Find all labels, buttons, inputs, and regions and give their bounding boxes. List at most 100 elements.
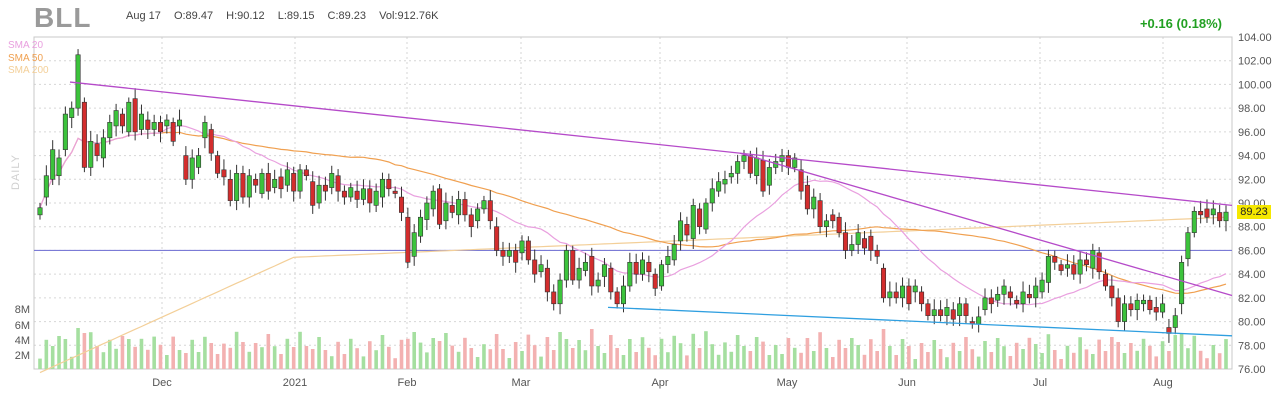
candle-down bbox=[310, 181, 316, 206]
plot-frame bbox=[33, 36, 1233, 370]
volume-bar bbox=[945, 357, 949, 369]
candle-up bbox=[766, 167, 772, 186]
candle-up bbox=[126, 101, 132, 133]
volume-bar bbox=[748, 351, 753, 369]
sma20-line bbox=[39, 124, 1227, 306]
candle-up bbox=[348, 187, 354, 198]
candle-up bbox=[1210, 208, 1216, 216]
candle-down bbox=[614, 291, 620, 305]
candle-up bbox=[475, 208, 481, 222]
candle-up bbox=[722, 178, 728, 185]
candle-down bbox=[265, 173, 271, 192]
candle-up bbox=[1141, 299, 1147, 305]
volume-bar bbox=[266, 334, 271, 369]
candle-up bbox=[690, 205, 696, 239]
candle-down bbox=[437, 188, 443, 225]
candle-up bbox=[716, 181, 722, 192]
volume-bar bbox=[1084, 349, 1089, 369]
volume-bar bbox=[513, 342, 518, 369]
volume-bar bbox=[926, 352, 930, 369]
price-change: +0.16 (0.18%) bbox=[1139, 16, 1222, 31]
volume-bar bbox=[659, 338, 664, 369]
y-tick-label: 98.00 bbox=[1238, 103, 1266, 115]
volume-bar bbox=[437, 341, 442, 369]
volume-bar bbox=[234, 331, 239, 369]
volume-bar bbox=[583, 350, 588, 369]
volume-bar bbox=[1211, 345, 1216, 369]
volume-bar bbox=[976, 356, 981, 369]
volume-bar bbox=[761, 341, 765, 369]
volume-bar bbox=[361, 356, 366, 369]
candle-down bbox=[919, 291, 925, 305]
volume-bar bbox=[475, 357, 480, 369]
candle-up bbox=[601, 264, 607, 277]
y-tick-label: 88.00 bbox=[1238, 222, 1266, 234]
volume-bar bbox=[672, 335, 677, 369]
volume-bar bbox=[355, 348, 359, 369]
candle-down bbox=[1147, 299, 1153, 311]
volume-tick-label: 4M bbox=[15, 335, 30, 347]
candle-down bbox=[468, 214, 474, 228]
volume-bar bbox=[881, 329, 886, 369]
candle-down bbox=[367, 188, 373, 204]
volume-bar bbox=[742, 346, 746, 369]
candle-up bbox=[196, 155, 202, 168]
volume-bar bbox=[38, 358, 42, 369]
candle-up bbox=[297, 169, 303, 192]
volume-bar bbox=[184, 353, 188, 369]
candle-down bbox=[303, 169, 309, 177]
volume-bar bbox=[1103, 351, 1108, 369]
candle-up bbox=[678, 220, 684, 242]
candle-up bbox=[69, 107, 75, 118]
candle-up bbox=[56, 157, 62, 177]
volume-bar bbox=[507, 358, 512, 369]
candle-up bbox=[931, 309, 937, 316]
candle-up bbox=[37, 207, 43, 216]
candle-up bbox=[849, 244, 855, 251]
volume-bar bbox=[1021, 349, 1025, 369]
volume-bar bbox=[685, 355, 689, 369]
candle-down bbox=[608, 267, 614, 293]
candle-down bbox=[1109, 285, 1115, 299]
volume-bar bbox=[1167, 351, 1171, 369]
volume-bar bbox=[1097, 339, 1101, 369]
volume-bar bbox=[50, 346, 55, 369]
volume-bar bbox=[1122, 353, 1127, 369]
volume-bar bbox=[399, 339, 404, 369]
x-tick-label: Feb bbox=[398, 377, 417, 389]
candle-up bbox=[202, 122, 208, 139]
candle-down bbox=[94, 143, 100, 156]
candle-up bbox=[855, 232, 861, 245]
volume-bar bbox=[716, 354, 721, 369]
legend-sma50: SMA 50 bbox=[8, 53, 44, 64]
volume-bar bbox=[545, 337, 550, 369]
volume-bar bbox=[76, 328, 80, 369]
volume-value: Vol:912.76K bbox=[379, 10, 439, 22]
volume-bar bbox=[133, 346, 137, 369]
volume-bar bbox=[1059, 359, 1063, 369]
x-tick-label: 2021 bbox=[283, 377, 307, 389]
candle-up bbox=[754, 157, 760, 177]
volume-bar bbox=[101, 352, 106, 369]
candle-up bbox=[976, 316, 982, 325]
candle-up bbox=[100, 137, 106, 159]
volume-tick-label: 2M bbox=[15, 350, 30, 362]
volume-bar bbox=[532, 345, 537, 369]
candle-down bbox=[1052, 256, 1058, 263]
candle-up bbox=[107, 122, 113, 139]
candle-up bbox=[1033, 285, 1039, 299]
volume-bar bbox=[272, 346, 277, 369]
volume-bar bbox=[577, 340, 581, 369]
candle-up bbox=[1185, 232, 1191, 260]
support-trendline bbox=[607, 306, 1233, 337]
candle-down bbox=[1096, 252, 1102, 273]
volume-bar bbox=[285, 338, 290, 369]
candle-down bbox=[684, 224, 690, 236]
volume-bar bbox=[1040, 353, 1044, 369]
candle-up bbox=[246, 175, 252, 198]
upper-resistance-trendline bbox=[69, 81, 1233, 207]
candle-down bbox=[449, 205, 455, 213]
candle-up bbox=[887, 291, 893, 299]
candle-down bbox=[145, 119, 151, 130]
candle-down bbox=[341, 190, 347, 198]
